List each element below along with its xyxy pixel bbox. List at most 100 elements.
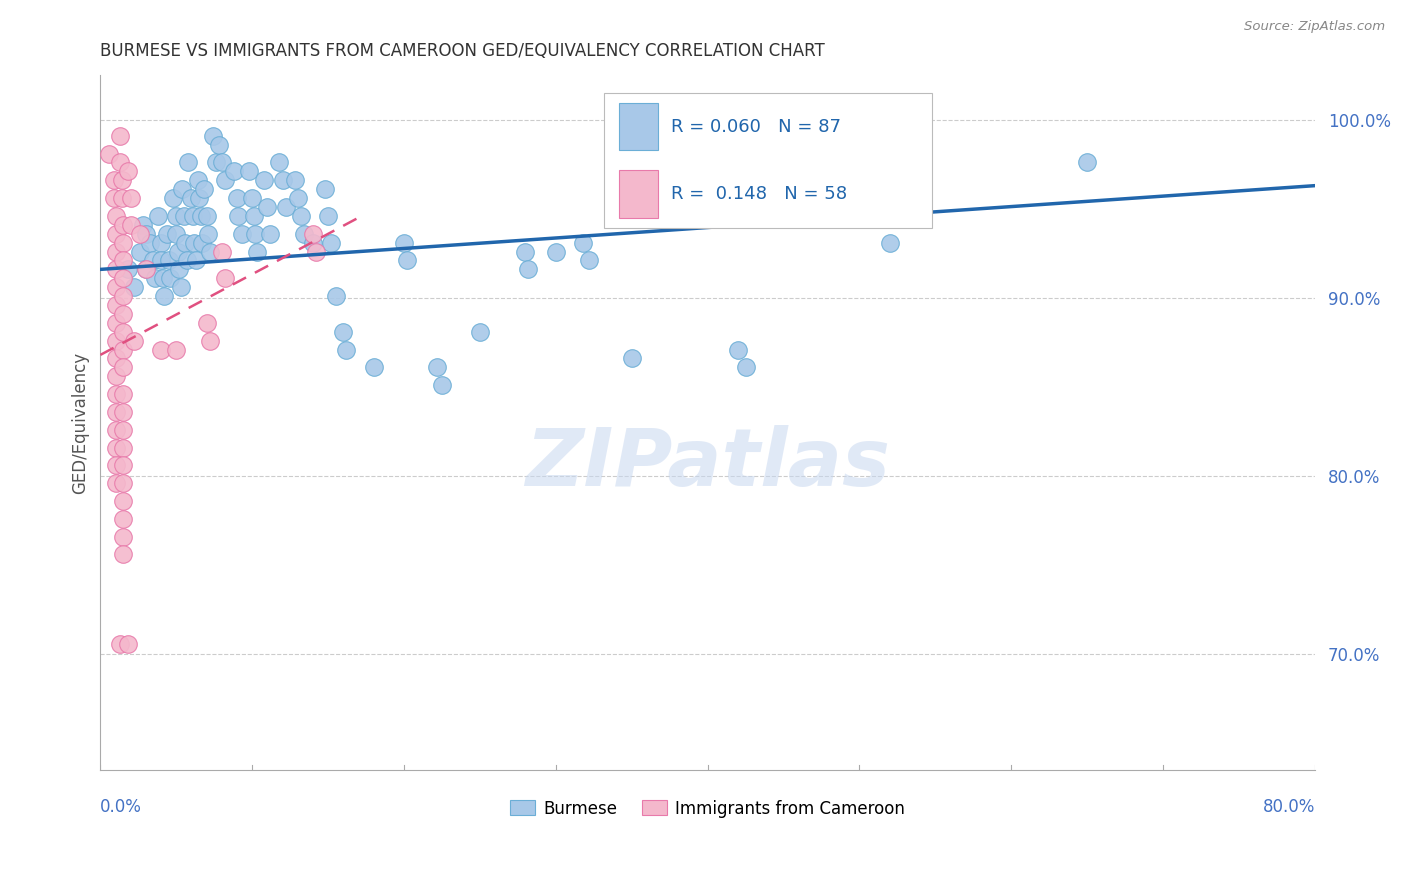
Point — [103, 191, 125, 205]
Point — [112, 458, 135, 473]
Legend: Burmese, Immigrants from Cameroon: Burmese, Immigrants from Cameroon — [503, 793, 912, 824]
Point — [152, 271, 174, 285]
Point — [108, 155, 131, 169]
Point — [104, 369, 127, 384]
Point — [335, 343, 357, 357]
Point — [104, 316, 127, 330]
Point — [143, 271, 166, 285]
Point — [112, 271, 135, 285]
Point — [112, 494, 135, 508]
Point — [169, 262, 191, 277]
Point — [245, 227, 267, 241]
Point — [578, 253, 600, 268]
Point — [176, 253, 198, 268]
Point — [198, 334, 221, 348]
Point — [287, 191, 309, 205]
Point — [104, 458, 127, 473]
Point — [104, 227, 127, 241]
Point — [128, 227, 150, 241]
Point — [172, 182, 194, 196]
Text: ZIPatlas: ZIPatlas — [524, 425, 890, 503]
Point — [156, 227, 179, 241]
Text: Source: ZipAtlas.com: Source: ZipAtlas.com — [1244, 20, 1385, 33]
Point — [108, 128, 131, 143]
Point — [104, 244, 127, 259]
Point — [363, 360, 385, 375]
Point — [305, 244, 328, 259]
Bar — [619, 170, 658, 218]
Point — [392, 235, 415, 250]
Point — [193, 182, 215, 196]
Point — [468, 325, 491, 339]
Point — [284, 173, 307, 187]
Point — [316, 209, 339, 223]
Point — [271, 173, 294, 187]
Point — [517, 262, 540, 277]
Point — [110, 191, 132, 205]
Point — [173, 209, 195, 223]
Point — [314, 182, 336, 196]
Point — [242, 209, 264, 223]
FancyBboxPatch shape — [605, 93, 932, 228]
Point — [201, 128, 224, 143]
Text: BURMESE VS IMMIGRANTS FROM CAMEROON GED/EQUIVALENCY CORRELATION CHART: BURMESE VS IMMIGRANTS FROM CAMEROON GED/… — [100, 42, 825, 60]
Point — [195, 316, 218, 330]
Point — [325, 289, 347, 303]
Point — [112, 325, 135, 339]
Point — [104, 441, 127, 455]
Point — [112, 289, 135, 303]
Point — [515, 244, 537, 259]
Point — [162, 191, 184, 205]
Point — [332, 325, 354, 339]
Point — [430, 378, 453, 392]
Point — [159, 271, 181, 285]
Point — [879, 235, 901, 250]
Point — [112, 512, 135, 526]
Point — [104, 334, 127, 348]
Point — [240, 191, 263, 205]
Point — [188, 191, 211, 205]
Point — [153, 289, 176, 303]
Point — [292, 227, 315, 241]
Point — [238, 164, 260, 178]
Point — [727, 343, 749, 357]
Point — [319, 235, 342, 250]
Point — [135, 262, 157, 277]
Point — [184, 253, 207, 268]
Point — [112, 235, 135, 250]
Point — [226, 191, 249, 205]
Point — [104, 423, 127, 437]
Point — [108, 636, 131, 650]
Point — [197, 227, 219, 241]
Point — [170, 280, 193, 294]
Point — [198, 244, 221, 259]
Point — [120, 218, 142, 232]
Point — [135, 262, 157, 277]
Point — [734, 360, 756, 375]
Point — [190, 209, 212, 223]
Point — [302, 227, 325, 241]
Point — [183, 235, 205, 250]
Point — [214, 271, 236, 285]
Point — [253, 173, 276, 187]
Point — [146, 209, 169, 223]
Point — [256, 200, 278, 214]
Text: R =  0.148   N = 58: R = 0.148 N = 58 — [671, 185, 848, 203]
Point — [103, 173, 125, 187]
Point — [122, 280, 145, 294]
Point — [211, 244, 233, 259]
Point — [135, 227, 157, 241]
Point — [104, 351, 127, 366]
Point — [112, 423, 135, 437]
Point — [117, 262, 139, 277]
Point — [259, 227, 281, 241]
Point — [208, 137, 231, 152]
Point — [112, 476, 135, 491]
Point — [117, 636, 139, 650]
Point — [848, 164, 870, 178]
Point — [104, 405, 127, 419]
Point — [104, 209, 127, 223]
Point — [112, 253, 135, 268]
Point — [104, 262, 127, 277]
Point — [302, 235, 325, 250]
